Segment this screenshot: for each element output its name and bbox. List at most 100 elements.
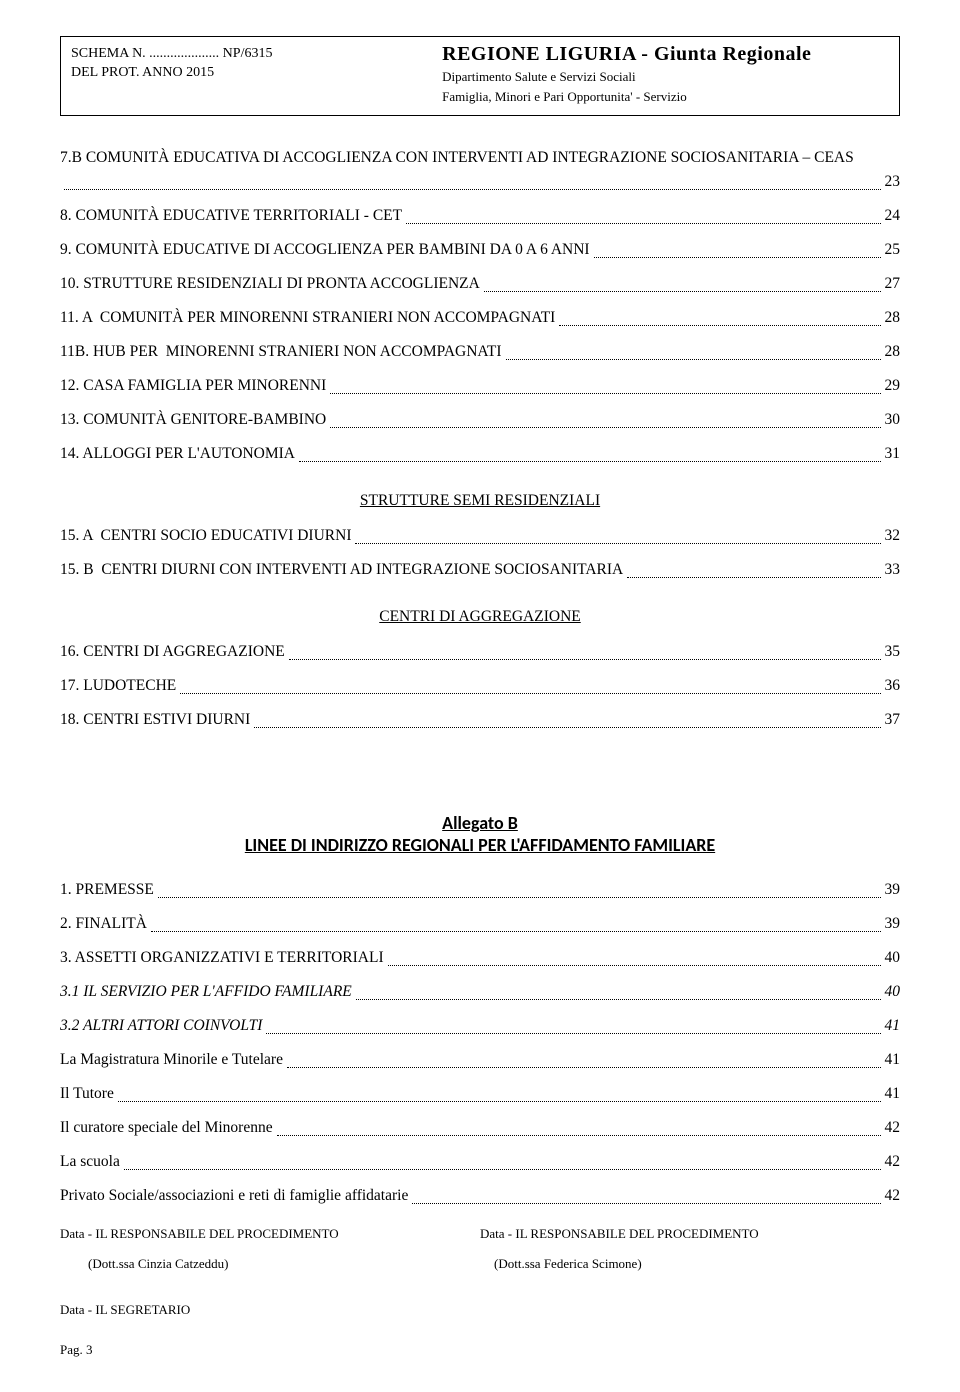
dept-line-2: Famiglia, Minori e Pari Opportunita' - S… xyxy=(442,88,889,106)
toc-dots xyxy=(330,374,880,394)
toc-label: 14. ALLOGGI PER L'AUTONOMIA xyxy=(60,442,295,466)
header-right: REGIONE LIGURIA - Giunta Regionale Dipar… xyxy=(432,37,899,115)
toc-line: 1. PREMESSE39 xyxy=(60,878,900,902)
toc-dots xyxy=(627,558,880,578)
toc-label: Il curatore speciale del Minorenne xyxy=(60,1116,273,1140)
toc-line: 17. LUDOTECHE 36 xyxy=(60,674,900,698)
toc-dots xyxy=(266,1014,880,1034)
toc-dots xyxy=(289,640,881,660)
toc-label: 3. ASSETTI ORGANIZZATIVI E TERRITORIALI xyxy=(60,946,384,970)
toc-line: 15. B CENTRI DIURNI CON INTERVENTI AD IN… xyxy=(60,558,900,582)
toc-page: 31 xyxy=(885,442,901,466)
toc-line: 15. A CENTRI SOCIO EDUCATIVI DIURNI32 xyxy=(60,524,900,548)
toc-page: 33 xyxy=(885,558,901,582)
toc-dots xyxy=(559,306,880,326)
allegato-b-line2: LINEE DI INDIRIZZO REGIONALI PER L'AFFID… xyxy=(60,834,900,856)
region-title: REGIONE LIGURIA - Giunta Regionale xyxy=(442,43,889,66)
allegato-b-line1: Allegato B xyxy=(60,812,900,834)
toc-page: 35 xyxy=(885,640,901,664)
heading-aggregazione: CENTRI DI AGGREGAZIONE xyxy=(60,608,900,626)
toc-page: 32 xyxy=(885,524,901,548)
toc-page: 41 xyxy=(885,1014,901,1038)
toc-dots xyxy=(594,238,881,258)
content: 7.B COMUNITÀ EDUCATIVA DI ACCOGLIENZA CO… xyxy=(60,146,900,1208)
toc-line: La scuola 42 xyxy=(60,1150,900,1174)
toc-page: 30 xyxy=(885,408,901,432)
toc-line: 3.1 IL SERVIZIO PER L'AFFIDO FAMILIARE 40 xyxy=(60,980,900,1004)
toc-line: 11B. HUB PER MINORENNI STRANIERI NON ACC… xyxy=(60,340,900,364)
footer-resp-left: Data - IL RESPONSABILE DEL PROCEDIMENTO xyxy=(60,1226,480,1242)
toc-page: 42 xyxy=(885,1116,901,1140)
toc-dots xyxy=(330,408,880,428)
toc-dots xyxy=(124,1150,881,1170)
toc-label: 3.2 ALTRI ATTORI COINVOLTI xyxy=(60,1014,262,1038)
header-box: SCHEMA N. .................... NP/6315 D… xyxy=(60,36,900,116)
toc-line: 16. CENTRI DI AGGREGAZIONE 35 xyxy=(60,640,900,664)
toc-label: 3.1 IL SERVIZIO PER L'AFFIDO FAMILIARE xyxy=(60,980,352,1004)
page-number: Pag. 3 xyxy=(60,1342,900,1358)
toc-page: 28 xyxy=(885,340,901,364)
toc-main: 7.B COMUNITÀ EDUCATIVA DI ACCOGLIENZA CO… xyxy=(60,146,900,466)
toc-dots xyxy=(484,272,881,292)
toc-line: 13. COMUNITÀ GENITORE-BAMBINO 30 xyxy=(60,408,900,432)
toc-line: 2. FINALITÀ 39 xyxy=(60,912,900,936)
toc-label: 18. CENTRI ESTIVI DIURNI xyxy=(60,708,250,732)
toc-page: 36 xyxy=(885,674,901,698)
toc-line: 18. CENTRI ESTIVI DIURNI 37 xyxy=(60,708,900,732)
toc-dots xyxy=(254,708,880,728)
footer-names: (Dott.ssa Cinzia Catzeddu) (Dott.ssa Fed… xyxy=(60,1256,900,1272)
toc-label: 13. COMUNITÀ GENITORE-BAMBINO xyxy=(60,408,326,432)
toc-semi: 15. A CENTRI SOCIO EDUCATIVI DIURNI32 15.… xyxy=(60,524,900,582)
toc-label: 10. STRUTTURE RESIDENZIALI DI PRONTA ACC… xyxy=(60,272,480,296)
toc-label: 8. COMUNITÀ EDUCATIVE TERRITORIALI - CET xyxy=(60,204,402,228)
toc-label: La scuola xyxy=(60,1150,120,1174)
footer: Data - IL RESPONSABILE DEL PROCEDIMENTO … xyxy=(60,1226,900,1358)
toc-page: 24 xyxy=(885,204,901,228)
toc-label: 12. CASA FAMIGLIA PER MINORENNI xyxy=(60,374,326,398)
footer-responsabili: Data - IL RESPONSABILE DEL PROCEDIMENTO … xyxy=(60,1226,900,1242)
toc-dots xyxy=(406,204,880,224)
heading-semi-residenziali: STRUTTURE SEMI RESIDENZIALI xyxy=(60,492,900,510)
toc-dots xyxy=(287,1048,881,1068)
toc-line: 3. ASSETTI ORGANIZZATIVI E TERRITORIALI 4… xyxy=(60,946,900,970)
footer-name-right: (Dott.ssa Federica Scimone) xyxy=(494,1256,900,1272)
toc-allegato-b: 1. PREMESSE39 2. FINALITÀ 39 3. ASSETTI ORG… xyxy=(60,878,900,1208)
toc-line: 10. STRUTTURE RESIDENZIALI DI PRONTA ACC… xyxy=(60,272,900,296)
toc-page: 41 xyxy=(885,1048,901,1072)
toc-label: 15. B CENTRI DIURNI CON INTERVENTI AD IN… xyxy=(60,558,623,582)
toc-page: 37 xyxy=(885,708,901,732)
footer-name-left: (Dott.ssa Cinzia Catzeddu) xyxy=(88,1256,494,1272)
toc-page: 40 xyxy=(885,946,901,970)
toc-dots xyxy=(412,1184,880,1204)
toc-dots xyxy=(151,912,881,932)
toc-label: 17. LUDOTECHE xyxy=(60,674,176,698)
toc-dots xyxy=(299,442,881,462)
toc-page: 42 xyxy=(885,1150,901,1174)
toc-page: 27 xyxy=(885,272,901,296)
toc-label: Privato Sociale/associazioni e reti di f… xyxy=(60,1184,408,1208)
allegato-b-title: Allegato B LINEE DI INDIRIZZO REGIONALI … xyxy=(60,812,900,856)
toc-page: 40 xyxy=(885,980,901,1004)
toc-label: 9. COMUNITÀ EDUCATIVE DI ACCOGLIENZA PER… xyxy=(60,238,590,262)
toc-line: 9. COMUNITÀ EDUCATIVE DI ACCOGLIENZA PER… xyxy=(60,238,900,262)
footer-resp-right: Data - IL RESPONSABILE DEL PROCEDIMENTO xyxy=(480,1226,900,1242)
toc-label: 11. A COMUNITÀ PER MINORENNI STRANIERI N… xyxy=(60,306,555,330)
toc-page: 39 xyxy=(885,912,901,936)
prot-anno: DEL PROT. ANNO 2015 xyxy=(71,64,422,83)
toc-label: 2. FINALITÀ xyxy=(60,912,147,936)
toc-dots xyxy=(64,170,881,190)
toc-line: 14. ALLOGGI PER L'AUTONOMIA 31 xyxy=(60,442,900,466)
toc-line: Il Tutore41 xyxy=(60,1082,900,1106)
header-left: SCHEMA N. .................... NP/6315 D… xyxy=(61,37,432,115)
toc-page: 39 xyxy=(885,878,901,902)
toc-dots xyxy=(118,1082,881,1102)
toc-dots xyxy=(356,980,881,1000)
schema-number: SCHEMA N. .................... NP/6315 xyxy=(71,45,422,64)
toc-label: Il Tutore xyxy=(60,1082,114,1106)
toc-page: 42 xyxy=(885,1184,901,1208)
toc-dots xyxy=(388,946,881,966)
toc-page: 29 xyxy=(885,374,901,398)
toc-label: 16. CENTRI DI AGGREGAZIONE xyxy=(60,640,285,664)
toc-dots xyxy=(506,340,881,360)
footer-segretario: Data - IL SEGRETARIO xyxy=(60,1302,900,1318)
